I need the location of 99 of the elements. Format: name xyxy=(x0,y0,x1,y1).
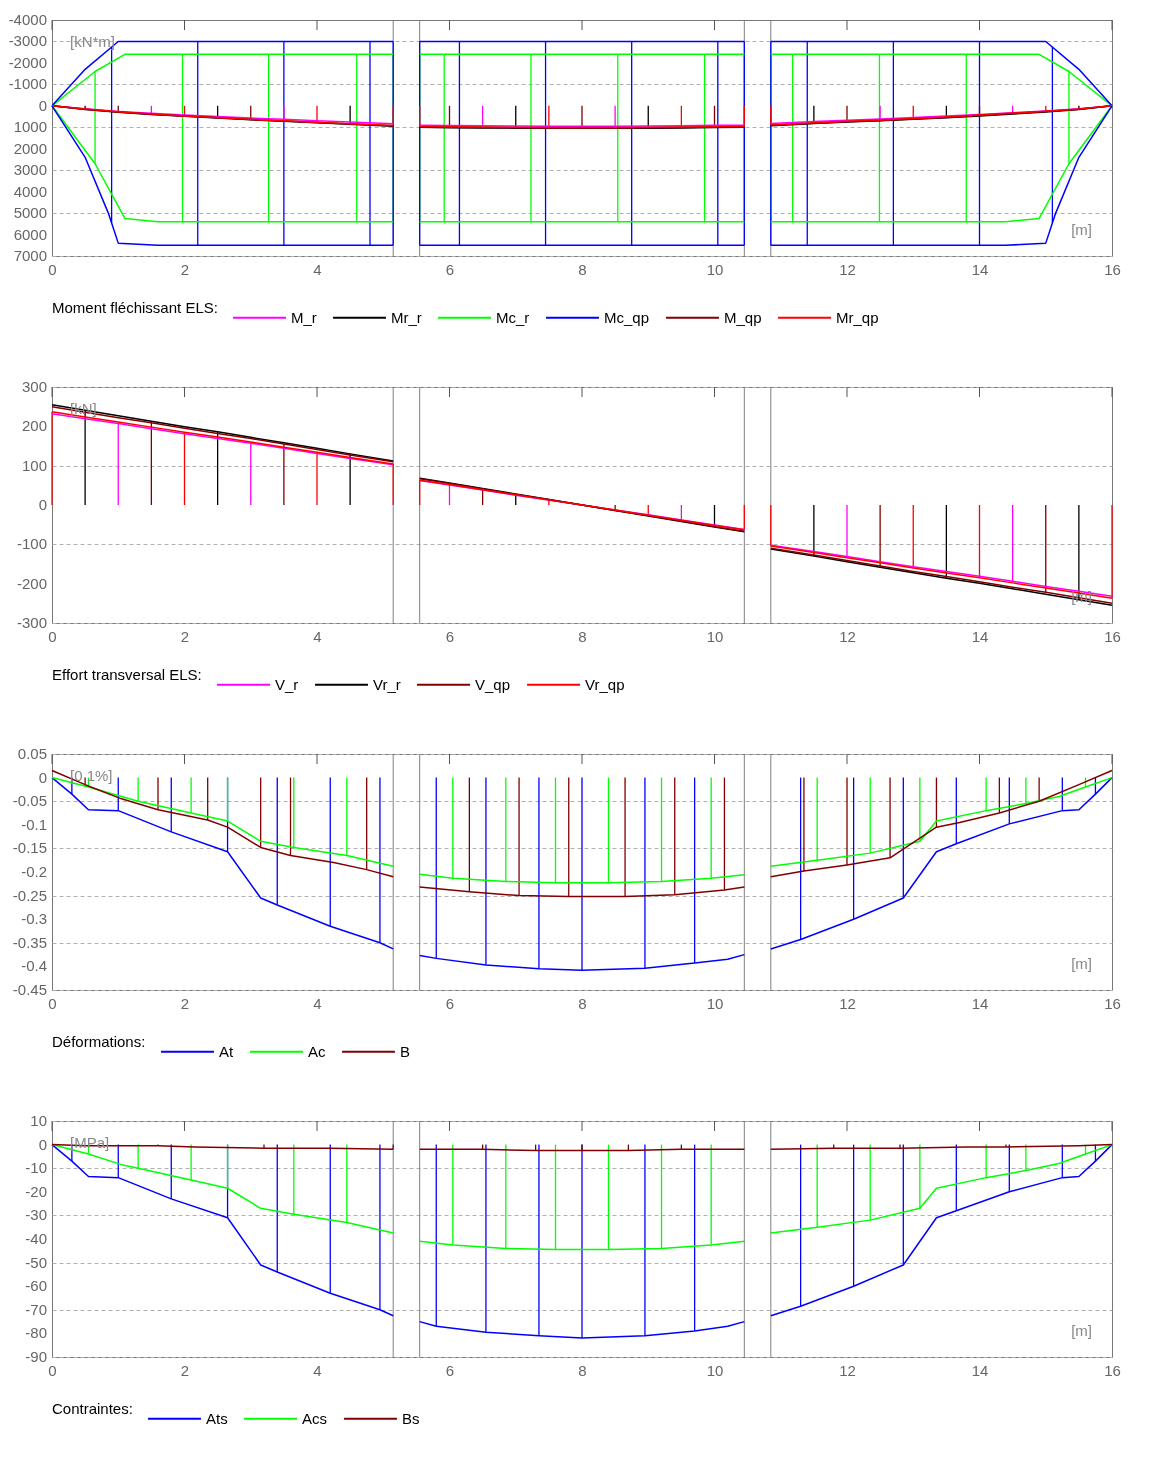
y-tick-label: -0.4 xyxy=(21,957,47,975)
x-axis-title: [m] xyxy=(1071,955,1092,972)
y-tick-label: -4000 xyxy=(8,11,47,28)
x-tick-label: 14 xyxy=(971,260,989,278)
y-axis-title: [kN*m] xyxy=(70,33,115,50)
x-tick-label: 12 xyxy=(839,627,856,645)
legend-label: Mr_qp xyxy=(836,308,879,326)
legend-label: Bs xyxy=(402,1409,420,1427)
x-tick-label: 4 xyxy=(313,994,322,1012)
y-tick-label: -80 xyxy=(25,1324,47,1342)
x-tick-label: 8 xyxy=(578,1361,587,1379)
y-tick-label: 0 xyxy=(38,1135,47,1153)
y-tick-label: -0.45 xyxy=(12,981,47,998)
y-tick-label: 7000 xyxy=(13,247,47,264)
legend-label: Acs xyxy=(302,1409,328,1427)
legend-title: Effort transversal ELS: xyxy=(52,666,202,683)
y-tick-label: -70 xyxy=(25,1300,47,1318)
legend-label: Vr_r xyxy=(373,675,401,693)
y-tick-label: 3000 xyxy=(13,161,47,179)
x-tick-label: 6 xyxy=(445,627,455,645)
x-tick-label: 6 xyxy=(445,1361,455,1379)
y-tick-label: -1000 xyxy=(8,75,47,93)
x-tick-label: 14 xyxy=(971,1361,989,1379)
x-tick-label: 2 xyxy=(180,260,190,278)
x-tick-label: 4 xyxy=(313,260,322,278)
y-tick-label: -100 xyxy=(16,535,47,553)
legend-label: B xyxy=(400,1042,411,1060)
y-tick-label: 1000 xyxy=(13,118,47,136)
legend-label: Mc_qp xyxy=(604,308,650,326)
x-tick-label: 14 xyxy=(971,627,989,645)
y-tick-label: -3000 xyxy=(8,32,47,50)
y-tick-label: 0 xyxy=(38,496,47,513)
y-tick-label: -40 xyxy=(25,1230,47,1247)
y-tick-label: -60 xyxy=(25,1277,47,1295)
x-tick-label: 6 xyxy=(445,994,455,1012)
y-tick-label: -20 xyxy=(25,1182,47,1200)
x-tick-label: 10 xyxy=(706,627,724,645)
legend-label: M_r xyxy=(291,308,317,326)
x-tick-label: 12 xyxy=(839,1361,856,1379)
y-tick-label: 300 xyxy=(21,378,47,395)
y-tick-label: 2000 xyxy=(13,139,47,157)
legend-label: Mc_r xyxy=(496,308,530,326)
legend-title: Moment fléchissant ELS: xyxy=(52,299,218,316)
y-tick-label: -30 xyxy=(25,1206,47,1224)
y-tick-label: 6000 xyxy=(13,225,47,243)
y-tick-label: 4000 xyxy=(13,182,47,200)
x-tick-label: 12 xyxy=(839,260,856,278)
legend-label: At xyxy=(219,1042,234,1060)
x-tick-label: 16 xyxy=(1104,1361,1121,1379)
y-tick-label: -0.05 xyxy=(12,792,47,810)
y-tick-label: -200 xyxy=(16,574,47,592)
legend-label: Ac xyxy=(308,1042,326,1060)
x-tick-label: 2 xyxy=(180,1361,190,1379)
x-tick-label: 12 xyxy=(839,994,856,1012)
y-tick-label: 0.05 xyxy=(17,745,47,762)
x-tick-label: 4 xyxy=(313,627,322,645)
x-tick-label: 6 xyxy=(445,260,455,278)
y-tick-label: -300 xyxy=(16,614,47,631)
x-tick-label: 10 xyxy=(706,1361,724,1379)
y-tick-label: -0.2 xyxy=(21,863,47,880)
y-tick-label: -0.35 xyxy=(12,933,47,951)
y-tick-label: 5000 xyxy=(13,204,47,222)
y-tick-label: 200 xyxy=(21,417,47,435)
legend-label: Ats xyxy=(206,1409,228,1427)
y-tick-label: 0 xyxy=(38,96,47,114)
x-axis-title: [m] xyxy=(1071,588,1092,605)
x-tick-label: 2 xyxy=(180,994,190,1012)
y-tick-label: -10 xyxy=(25,1159,47,1177)
y-tick-label: -0.1 xyxy=(21,815,47,833)
y-tick-label: 0 xyxy=(38,768,47,786)
legend-title: Déformations: xyxy=(52,1033,146,1050)
y-tick-label: 10 xyxy=(30,1112,47,1129)
x-tick-label: 2 xyxy=(180,627,190,645)
y-tick-label: 100 xyxy=(21,456,47,474)
x-axis-title: [m] xyxy=(1071,1322,1092,1339)
x-axis-title: [m] xyxy=(1071,221,1092,238)
y-tick-label: -90 xyxy=(25,1348,47,1365)
x-tick-label: 4 xyxy=(313,1361,322,1379)
x-tick-label: 16 xyxy=(1104,627,1121,645)
y-tick-label: -0.25 xyxy=(12,886,47,904)
x-tick-label: 16 xyxy=(1104,260,1121,278)
x-tick-label: 8 xyxy=(578,627,587,645)
legend-label: V_qp xyxy=(475,675,511,693)
legend-label: Vr_qp xyxy=(585,675,625,693)
x-tick-label: 16 xyxy=(1104,994,1121,1012)
y-tick-label: -2000 xyxy=(8,53,47,71)
y-axis-title: [0.1%] xyxy=(70,767,113,784)
y-tick-label: -0.3 xyxy=(21,910,47,928)
x-tick-label: 8 xyxy=(578,260,587,278)
x-tick-label: 10 xyxy=(706,260,724,278)
y-tick-label: -0.15 xyxy=(12,839,47,857)
legend-label: M_qp xyxy=(724,308,762,326)
x-tick-label: 10 xyxy=(706,994,724,1012)
x-tick-label: 8 xyxy=(578,994,587,1012)
legend-title: Contraintes: xyxy=(52,1400,133,1417)
legend-label: V_r xyxy=(275,675,299,693)
x-tick-label: 14 xyxy=(971,994,989,1012)
y-tick-label: -50 xyxy=(25,1253,47,1271)
legend-label: Mr_r xyxy=(391,308,422,326)
